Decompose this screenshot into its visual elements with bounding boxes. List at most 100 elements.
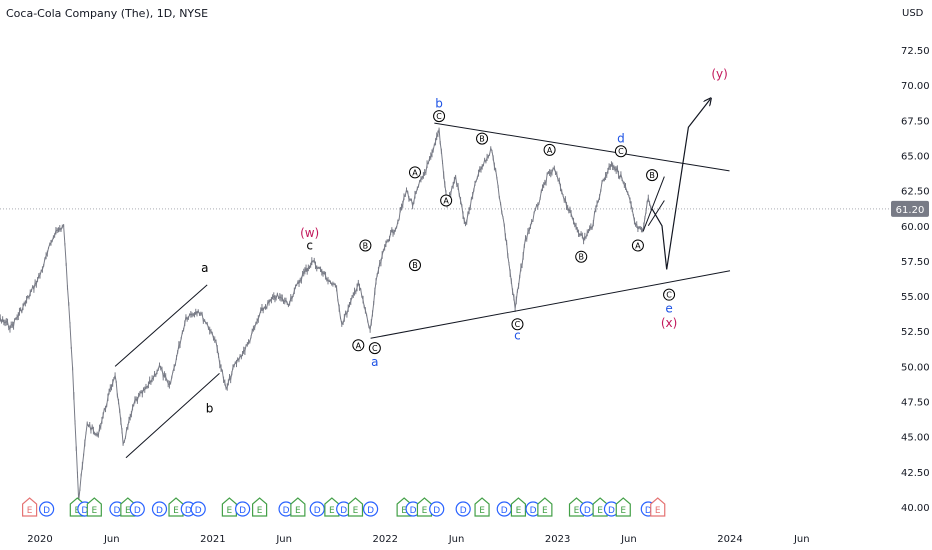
wave-label-circled: A — [352, 339, 365, 352]
svg-text:C: C — [618, 147, 624, 156]
earnings-marker[interactable]: E — [252, 497, 268, 517]
earnings-marker[interactable]: E — [615, 497, 631, 517]
svg-text:D: D — [501, 506, 508, 516]
dividend-marker[interactable]: D — [235, 501, 251, 517]
wave-label: e — [665, 302, 672, 316]
earnings-marker[interactable]: E — [568, 497, 585, 517]
svg-text:D: D — [114, 506, 121, 516]
svg-text:A: A — [356, 341, 362, 350]
svg-text:D: D — [460, 506, 467, 516]
earnings-marker[interactable]: E — [347, 497, 364, 517]
x-tick-label: 2023 — [545, 534, 570, 545]
wave-label: b — [206, 402, 214, 416]
trendline[interactable] — [114, 284, 208, 367]
trendline[interactable] — [125, 373, 220, 459]
y-tick-label: 40.00 — [901, 503, 930, 514]
svg-text:E: E — [401, 506, 407, 516]
trendline[interactable] — [434, 122, 730, 172]
svg-text:E: E — [574, 506, 580, 516]
earnings-marker[interactable]: E — [474, 497, 490, 517]
svg-text:D: D — [185, 506, 192, 516]
earnings-marker[interactable]: E — [324, 497, 340, 517]
trendline[interactable] — [642, 176, 665, 232]
svg-text:D: D — [314, 506, 321, 516]
dividend-marker[interactable]: D — [39, 501, 55, 517]
dividend-marker[interactable]: D — [496, 501, 512, 517]
wave-label-circled: C — [368, 342, 381, 355]
svg-text:E: E — [125, 506, 131, 516]
svg-text:D: D — [608, 506, 615, 516]
dividend-marker[interactable]: D — [455, 501, 471, 517]
wave-label-circled: A — [631, 239, 644, 252]
svg-text:D: D — [584, 506, 591, 516]
svg-text:D: D — [134, 506, 141, 516]
earnings-marker[interactable]: E — [22, 497, 38, 517]
svg-text:E: E — [542, 506, 548, 516]
svg-text:E: E — [74, 506, 80, 516]
trendline[interactable] — [370, 270, 731, 339]
dividend-marker[interactable]: D — [429, 501, 445, 517]
trendline[interactable] — [647, 200, 665, 227]
wave-label-circled: B — [646, 169, 659, 182]
svg-text:b: b — [206, 402, 214, 416]
x-tick-label: Jun — [620, 534, 637, 545]
dividend-marker[interactable]: D — [129, 501, 145, 517]
svg-text:D: D — [410, 506, 417, 516]
dividend-marker[interactable]: D — [603, 501, 620, 517]
wave-label: b — [435, 96, 443, 110]
svg-text:E: E — [353, 506, 359, 516]
svg-text:E: E — [655, 506, 661, 516]
dividend-marker[interactable]: D — [309, 501, 325, 517]
svg-text:E: E — [422, 506, 428, 516]
svg-text:E: E — [516, 506, 522, 516]
svg-text:A: A — [412, 168, 418, 177]
wave-label: (y) — [711, 67, 727, 81]
x-tick-label: 2022 — [373, 534, 398, 545]
svg-text:C: C — [436, 112, 442, 121]
earnings-marker[interactable]: E — [86, 497, 102, 517]
svg-text:(x): (x) — [661, 316, 677, 330]
currency-label: USD — [902, 8, 924, 19]
y-tick-label: 65.00 — [901, 151, 930, 162]
wave-label: d — [617, 132, 625, 146]
svg-text:E: E — [27, 506, 33, 516]
svg-text:D: D — [433, 506, 440, 516]
earnings-marker[interactable]: E — [168, 497, 184, 517]
earnings-marker[interactable]: E — [290, 497, 306, 517]
svg-text:D: D — [43, 506, 50, 516]
wave-label: (w) — [300, 226, 319, 240]
svg-text:(w): (w) — [300, 226, 319, 240]
svg-text:a: a — [201, 261, 208, 275]
dividend-marker[interactable]: D — [362, 501, 379, 517]
wave-label-circled: B — [476, 132, 489, 145]
wave-label: c — [514, 328, 521, 342]
svg-text:B: B — [363, 241, 369, 250]
svg-text:C: C — [515, 320, 521, 329]
dividend-marker[interactable]: D — [190, 501, 206, 517]
svg-text:B: B — [479, 135, 485, 144]
x-tick-label: Jun — [103, 534, 120, 545]
earnings-marker[interactable]: E — [650, 497, 666, 517]
wave-label-circled: A — [408, 166, 421, 179]
svg-text:C: C — [372, 344, 378, 353]
chart-title: Coca-Cola Company (The), 1D, NYSE — [6, 7, 209, 20]
dividend-marker[interactable]: D — [579, 501, 595, 517]
earnings-marker[interactable]: E — [510, 497, 527, 517]
earnings-marker[interactable]: E — [221, 497, 237, 517]
earnings-marker[interactable]: E — [537, 497, 553, 517]
wave-label: a — [201, 261, 208, 275]
projection-path[interactable] — [651, 99, 710, 270]
earnings-marker[interactable]: E — [592, 497, 608, 517]
wave-label-circled: A — [543, 143, 556, 156]
svg-text:D: D — [645, 506, 652, 516]
y-tick-label: 72.50 — [901, 46, 930, 57]
x-tick-label: Jun — [793, 534, 810, 545]
svg-text:A: A — [443, 196, 449, 205]
y-tick-label: 67.50 — [901, 116, 930, 127]
svg-text:E: E — [173, 506, 179, 516]
dividend-marker[interactable]: D — [151, 501, 168, 517]
svg-text:D: D — [530, 506, 537, 516]
earnings-marker[interactable]: E — [416, 497, 433, 517]
svg-text:D: D — [283, 506, 290, 516]
